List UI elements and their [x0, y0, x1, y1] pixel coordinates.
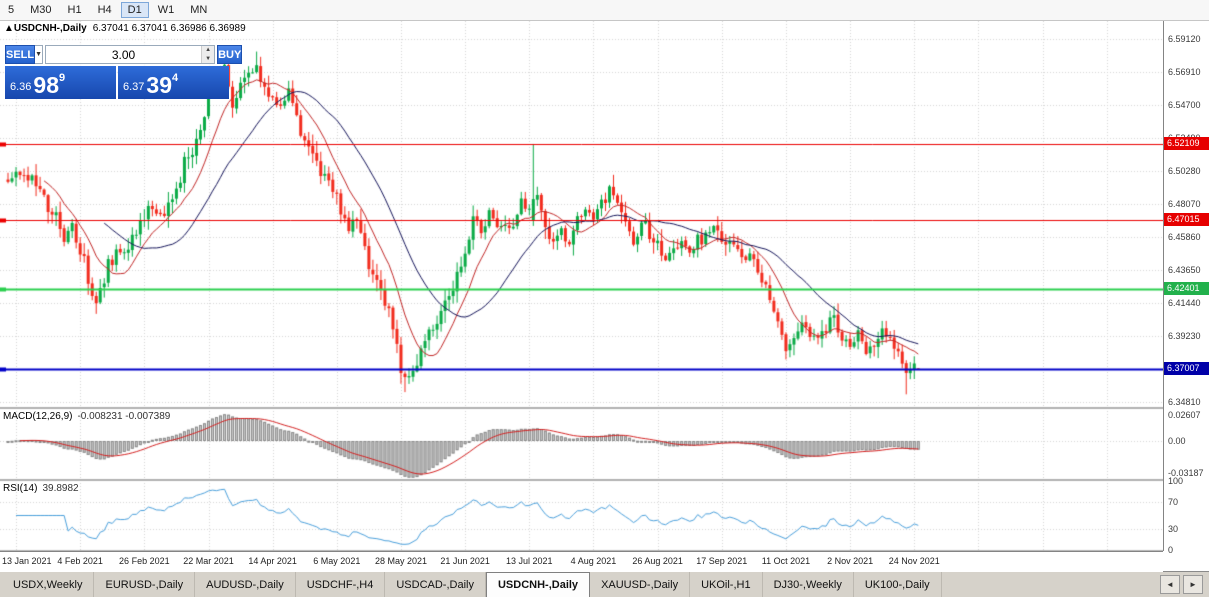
one-click-trading-panel: SELL ▼ ▲ ▼ BUY 6.36 98 9 6.37 39 4: [5, 45, 243, 99]
price-axis-label: 6.45860: [1168, 231, 1201, 242]
tab-scroll-right-icon[interactable]: ►: [1183, 575, 1203, 594]
macd-values: -0.008231 -0.007389: [77, 411, 171, 422]
date-label: 13 Jan 2021: [2, 556, 52, 566]
buy-price-big: 39: [146, 72, 173, 98]
price-axis-label: 6.59120: [1168, 34, 1201, 45]
tab-usdcnh-daily[interactable]: USDCNH-,Daily: [485, 572, 591, 597]
sell-price-prefix: 6.36: [10, 81, 32, 93]
date-label: 28 May 2021: [374, 556, 427, 566]
date-label: 17 Sep 2021: [696, 556, 748, 566]
price-axis-label: 6.54700: [1168, 100, 1201, 111]
date-label: 21 Jun 2021: [440, 556, 490, 566]
tab-usdchf-h4[interactable]: USDCHF-,H4: [296, 572, 386, 597]
date-label: 6 May 2021: [313, 556, 361, 566]
price-axis-label: 6.34810: [1168, 396, 1201, 407]
rsi-name: RSI(14): [3, 483, 38, 494]
order-settings-dropdown[interactable]: ▼: [35, 45, 44, 64]
sell-price-display[interactable]: 6.36 98 9: [5, 66, 116, 99]
volume-input[interactable]: [46, 46, 202, 63]
timeframe-button-m30[interactable]: M30: [23, 2, 58, 18]
buy-price-prefix: 6.37: [123, 81, 145, 93]
rsi-axis-label: 70: [1168, 496, 1179, 507]
tab-dj30-weekly[interactable]: DJ30-,Weekly: [763, 572, 854, 597]
timeframe-button-d1[interactable]: D1: [120, 2, 149, 18]
price-axis: 6.591206.569106.547006.524906.502806.480…: [1163, 21, 1209, 555]
volume-stepper: ▲ ▼: [201, 46, 215, 63]
tab-scroll-left-icon[interactable]: ◄: [1160, 575, 1180, 594]
sell-price-big: 98: [33, 72, 60, 98]
macd-indicator-label: MACD(12,26,9) -0.008231 -0.007389: [3, 411, 170, 422]
date-label: 26 Aug 2021: [632, 556, 683, 566]
date-label: 4 Feb 2021: [57, 556, 103, 566]
buy-price-sup: 4: [172, 72, 179, 84]
price-level-badge: 6.42401: [1164, 282, 1209, 295]
volume-field: ▲ ▼: [45, 45, 216, 64]
macd-axis-label: 0.00: [1168, 436, 1186, 446]
rsi-axis-label: 100: [1168, 476, 1184, 486]
chart-window-icon: ▲: [4, 23, 14, 34]
chart-symbol-label: USDCNH-,Daily: [13, 23, 87, 34]
price-axis-label: 6.56910: [1168, 67, 1201, 78]
chart-title: ▲USDCNH-,Daily 6.37041 6.37041 6.36986 6.…: [4, 23, 246, 34]
volume-down-button[interactable]: ▼: [202, 54, 215, 63]
rsi-axis-label: 30: [1168, 524, 1179, 535]
rsi-value: 39.8982: [42, 483, 79, 494]
date-label: 26 Feb 2021: [119, 556, 170, 566]
chart-area: ▲USDCNH-,Daily 6.37041 6.37041 6.36986 6.…: [0, 21, 1209, 572]
macd-axis-label: -0.03187: [1168, 467, 1204, 478]
date-axis: 13 Jan 2021 4 Feb 2021 26 Feb 2021 22 Mar 2…: [0, 551, 1163, 572]
buy-price-display[interactable]: 6.37 39 4: [118, 66, 229, 99]
price-axis-label: 6.41440: [1168, 297, 1201, 308]
date-label: 24 Nov 2021: [888, 556, 940, 566]
timeframe-button-mn[interactable]: MN: [183, 2, 214, 18]
rsi-axis-label: 0: [1168, 545, 1174, 555]
timeframe-button-h1[interactable]: H1: [61, 2, 89, 18]
date-label: 2 Nov 2021: [827, 556, 874, 566]
price-level-badge: 6.47015: [1164, 213, 1209, 226]
symbol-tabbar: USDX,Weekly EURUSD-,Daily AUDUSD-,Daily USD…: [0, 571, 1209, 597]
chart-ohlc-values: 6.37041 6.37041 6.36986 6.36989: [92, 23, 246, 34]
date-label: 11 Oct 2021: [761, 556, 811, 566]
tab-scroll-controls: ◄ ►: [1154, 572, 1209, 597]
macd-name: MACD(12,26,9): [3, 411, 73, 422]
timeframe-button-w1[interactable]: W1: [151, 2, 182, 18]
tab-ukoil-h1[interactable]: UKOil-,H1: [690, 572, 763, 597]
tab-usdcad-daily[interactable]: USDCAD-,Daily: [385, 572, 486, 597]
price-level-badge: 6.52109: [1164, 137, 1209, 150]
price-level-badge: 6.37007: [1164, 362, 1209, 375]
date-label: 13 Jul 2021: [506, 556, 553, 566]
sell-price-sup: 9: [59, 72, 66, 84]
tab-audusd-daily[interactable]: AUDUSD-,Daily: [195, 572, 296, 597]
date-label: 22 Mar 2021: [183, 556, 234, 566]
date-label: 4 Aug 2021: [570, 556, 617, 566]
timeframe-button-h4[interactable]: H4: [91, 2, 119, 18]
price-axis-label: 6.43650: [1168, 264, 1201, 275]
timeframe-button-5[interactable]: 5: [1, 2, 21, 18]
price-axis-label: 6.50280: [1168, 166, 1201, 177]
price-axis-label: 6.48070: [1168, 199, 1201, 209]
symbol-tabs: USDX,Weekly EURUSD-,Daily AUDUSD-,Daily USD…: [2, 572, 942, 597]
rsi-indicator-label: RSI(14) 39.8982: [3, 483, 79, 494]
timeframe-toolbar: 5 M30 H1 H4 D1 W1 MN: [0, 0, 1209, 21]
volume-up-button[interactable]: ▲: [202, 46, 215, 55]
buy-button[interactable]: BUY: [217, 45, 243, 64]
tab-uk100-daily[interactable]: UK100-,Daily: [854, 572, 942, 597]
tab-eurusd-daily[interactable]: EURUSD-,Daily: [94, 572, 196, 597]
price-chart-canvas[interactable]: [0, 21, 1163, 551]
tab-usdx-weekly[interactable]: USDX,Weekly: [2, 572, 95, 597]
macd-axis-label: 0.02607: [1168, 409, 1201, 420]
sell-button[interactable]: SELL: [5, 45, 36, 64]
price-axis-label: 6.39230: [1168, 330, 1201, 341]
date-label: 14 Apr 2021: [248, 556, 297, 566]
tab-xauusd-daily[interactable]: XAUUSD-,Daily: [590, 572, 691, 597]
